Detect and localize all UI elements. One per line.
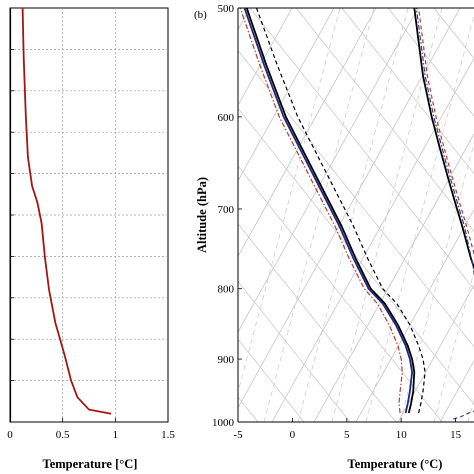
skew-t-adiabat [238, 107, 474, 405]
panel-b-series-6 [418, 8, 474, 256]
panel-b-x-axis-title: Temperature (°C) [348, 457, 443, 471]
skew-t-mixing-ratio [433, 270, 474, 422]
panel-b-series-7 [415, 8, 474, 277]
panel-a-x-axis-title: Temperature [°C] [43, 457, 138, 471]
panel-b-series-4 [255, 8, 426, 414]
skew-t-background-lines [238, 8, 474, 422]
skew-t-adiabat [387, 8, 474, 117]
panel-b-y-tick-label: 600 [218, 112, 235, 124]
skew-t-adiabat [249, 8, 474, 290]
panel-b-x-tick-label: 0 [290, 429, 296, 441]
panel-b-y-tick-label: 1000 [212, 417, 235, 429]
panel-a-series-temperature-difference [21, 8, 112, 415]
skew-t-isotherm [439, 360, 474, 422]
skew-t-adiabat [238, 338, 305, 422]
panel-a-series [10, 8, 112, 422]
skew-t-mixing-ratio [238, 8, 341, 394]
skew-t-adiabat [433, 8, 474, 59]
skew-t-isotherm [271, 57, 474, 422]
panel-b-y-tick-label: 800 [218, 284, 235, 296]
panel-b-y-tick-label: 900 [218, 354, 235, 366]
panel-b-x-tick-label: -5 [233, 429, 243, 441]
skew-t-isotherm [238, 8, 293, 106]
skew-t-mixing-ratio [365, 14, 474, 422]
skew-t-isotherm [238, 8, 377, 258]
panel-b-series-1 [245, 8, 416, 414]
panel-b-series-8 [453, 410, 474, 420]
panel-b-x-tick-label: 15 [450, 429, 462, 441]
panel-b: -5 0 5 10 15 500 600 700 800 900 1000 (b) Altitud… [194, 3, 474, 471]
skew-t-isotherm [238, 8, 419, 333]
skew-t-isotherm [238, 8, 335, 182]
panel-a-frame [9, 7, 169, 423]
panel-b-y-axis-title: Altitude (hPa) [195, 177, 209, 253]
skew-t-adiabat [238, 50, 474, 348]
skew-t-mixing-ratio [263, 8, 375, 422]
skew-t-mixing-ratio [297, 8, 409, 422]
panel-b-y-tick-label: 500 [218, 3, 235, 15]
panel-a-x-tick-label: 0 [7, 429, 13, 441]
panel-b-series [239, 8, 474, 420]
skew-t-adiabat [238, 165, 443, 422]
panel-b-series-5 [413, 8, 474, 271]
panel-a: 0 0.5 1 1.5 Temperature [°C] [7, 7, 175, 471]
panel-b-y-ticks: 500 600 700 800 900 1000 [212, 3, 242, 429]
skew-t-mixing-ratio [399, 142, 474, 422]
skew-t-adiabat [238, 280, 351, 422]
panel-a-x-tick-label: 0.5 [56, 429, 70, 441]
panel-a-x-tick-label: 1 [113, 429, 119, 441]
panel-b-series-2 [243, 8, 414, 414]
skew-t-adiabat [238, 223, 397, 422]
panel-b-x-ticks: -5 0 5 10 15 [233, 418, 462, 441]
panel-b-series-3 [239, 8, 403, 414]
panel-a-grid [10, 8, 168, 422]
panel-b-x-tick-label: 5 [344, 429, 350, 441]
skew-t-isotherm [238, 8, 461, 409]
panel-b-y-tick-label: 700 [218, 204, 235, 216]
panel-b-label: (b) [194, 9, 207, 21]
skew-t-isotherm [397, 284, 474, 422]
skew-t-isotherm [355, 208, 474, 422]
panel-b-x-tick-label: 10 [396, 429, 408, 441]
panel-a-x-tick-label: 1.5 [161, 429, 175, 441]
panel-a-x-ticks: 0 0.5 1 1.5 [7, 418, 175, 441]
skew-t-adiabat [295, 8, 474, 232]
skew-t-adiabat [341, 8, 474, 175]
skew-t-isotherm [313, 133, 474, 422]
